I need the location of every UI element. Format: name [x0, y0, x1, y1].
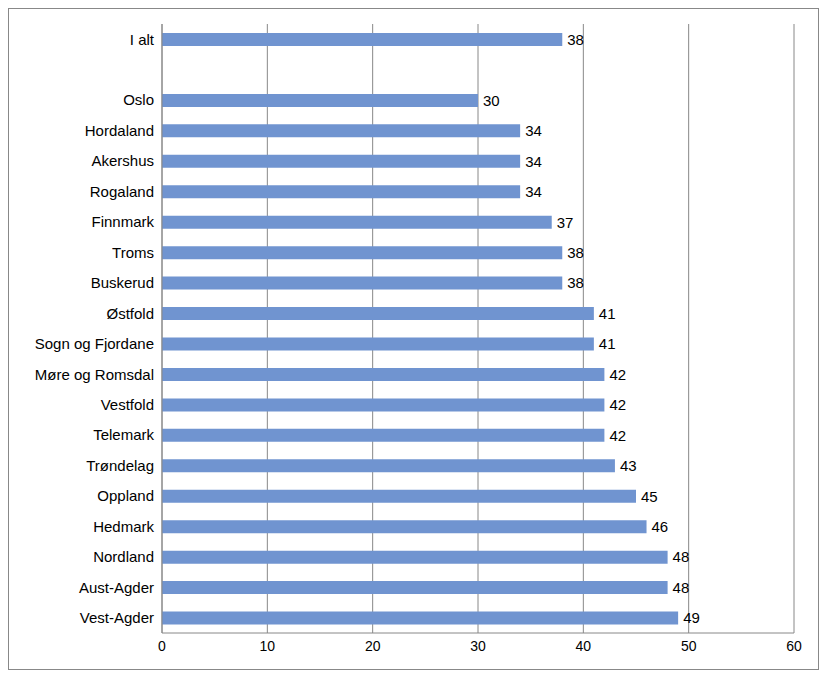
svg-text:30: 30: [470, 638, 486, 654]
svg-text:Troms: Troms: [112, 244, 154, 261]
svg-text:34: 34: [525, 153, 542, 170]
svg-text:Telemark: Telemark: [93, 426, 154, 443]
svg-text:0: 0: [158, 638, 166, 654]
svg-text:20: 20: [365, 638, 381, 654]
svg-text:41: 41: [599, 335, 616, 352]
svg-text:Aust-Agder: Aust-Agder: [79, 579, 154, 596]
svg-text:48: 48: [673, 579, 690, 596]
svg-text:Sogn og Fjordane: Sogn og Fjordane: [35, 335, 154, 352]
svg-text:49: 49: [683, 609, 700, 626]
svg-text:Østfold: Østfold: [106, 305, 154, 322]
svg-text:Oslo: Oslo: [123, 91, 154, 108]
svg-text:34: 34: [525, 122, 542, 139]
svg-text:43: 43: [620, 457, 637, 474]
svg-text:38: 38: [567, 274, 584, 291]
svg-text:50: 50: [681, 638, 697, 654]
svg-text:Akershus: Akershus: [91, 152, 154, 169]
svg-text:Vestfold: Vestfold: [101, 396, 154, 413]
svg-text:30: 30: [483, 92, 500, 109]
svg-text:48: 48: [673, 548, 690, 565]
svg-text:42: 42: [609, 396, 626, 413]
svg-text:Rogaland: Rogaland: [90, 183, 154, 200]
svg-text:Trøndelag: Trøndelag: [86, 457, 154, 474]
svg-text:37: 37: [557, 214, 574, 231]
svg-text:38: 38: [567, 31, 584, 48]
svg-text:34: 34: [525, 183, 542, 200]
svg-text:60: 60: [786, 638, 802, 654]
svg-text:Oppland: Oppland: [97, 487, 154, 504]
svg-text:Hordaland: Hordaland: [85, 122, 154, 139]
svg-text:Hedmark: Hedmark: [93, 518, 154, 535]
svg-text:38: 38: [567, 244, 584, 261]
svg-text:Finnmark: Finnmark: [91, 213, 154, 230]
svg-text:I alt: I alt: [130, 31, 155, 48]
svg-text:Vest-Agder: Vest-Agder: [80, 609, 154, 626]
svg-text:42: 42: [609, 427, 626, 444]
svg-text:45: 45: [641, 488, 658, 505]
svg-text:41: 41: [599, 305, 616, 322]
svg-text:Møre og Romsdal: Møre og Romsdal: [35, 366, 154, 383]
svg-text:46: 46: [652, 518, 669, 535]
svg-text:Nordland: Nordland: [93, 548, 154, 565]
svg-text:10: 10: [260, 638, 276, 654]
svg-text:42: 42: [609, 366, 626, 383]
svg-text:Buskerud: Buskerud: [91, 274, 154, 291]
svg-text:40: 40: [576, 638, 592, 654]
